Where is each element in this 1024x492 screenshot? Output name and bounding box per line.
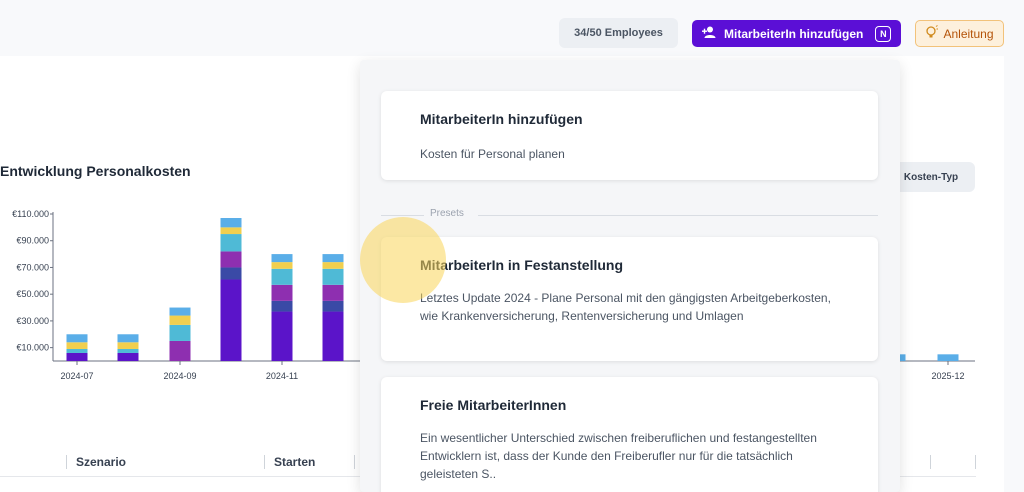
cost-type-button[interactable]: Kosten-Typ: [887, 162, 975, 192]
presets-divider: Presets: [381, 208, 878, 222]
add-user-icon: [702, 26, 716, 41]
column-separator: [264, 455, 265, 469]
bar-segment: [271, 254, 293, 263]
bar-segment: [220, 218, 242, 228]
bar-segment: [169, 307, 191, 316]
bar-segment: [271, 268, 293, 285]
bar-segment: [322, 311, 344, 361]
cursor-highlight: [360, 217, 446, 303]
bar-segment: [271, 262, 293, 269]
bar-segment: [66, 334, 88, 343]
column-separator: [354, 455, 355, 469]
option-description: Letztes Update 2024 - Plane Personal mit…: [420, 291, 831, 323]
option-add-employee[interactable]: MitarbeiterIn hinzufügen Kosten für Pers…: [381, 91, 878, 180]
divider-line: [478, 215, 878, 216]
x-tick-label: 2024-11: [266, 371, 298, 381]
bar-segment: [66, 342, 88, 349]
column-separator: [66, 455, 67, 469]
option-freelancer[interactable]: Freie MitarbeiterInnen Ein wesentlicher …: [381, 377, 878, 492]
bar-segment: [220, 267, 242, 280]
column-header-start[interactable]: Starten: [274, 455, 316, 469]
lightbulb-icon: [925, 25, 939, 42]
guide-button[interactable]: Anleitung: [915, 20, 1004, 47]
add-employee-button[interactable]: MitarbeiterIn hinzufügen N: [692, 20, 901, 47]
add-employee-label: MitarbeiterIn hinzufügen: [724, 26, 864, 41]
top-bar: 34/50 Employees MitarbeiterIn hinzufügen…: [0, 0, 1024, 56]
bar-segment: [322, 300, 344, 312]
bar-segment: [66, 348, 88, 353]
bar-segment: [322, 268, 344, 285]
option-title: MitarbeiterIn hinzufügen: [420, 111, 583, 127]
bar-segment: [66, 352, 88, 361]
column-header-scenario[interactable]: Szenario: [76, 455, 127, 469]
bar-segment: [169, 340, 191, 361]
bar-segment: [220, 251, 242, 268]
employee-count-badge[interactable]: 34/50 Employees: [559, 18, 678, 48]
bar-segment: [169, 324, 191, 341]
option-title: Freie MitarbeiterInnen: [420, 397, 567, 413]
y-tick-label: €30.000: [16, 316, 49, 326]
bar-segment: [169, 315, 191, 325]
divider-line: [381, 215, 424, 216]
bar-segment: [271, 300, 293, 312]
bar-segment: [271, 284, 293, 301]
bar-segment: [220, 234, 242, 252]
option-permanent-employee[interactable]: MitarbeiterIn in Festanstellung Letztes …: [381, 237, 878, 361]
x-tick-label: 2024-07: [60, 371, 93, 381]
option-description: Kosten für Personal planen: [420, 147, 565, 161]
shortcut-key: N: [875, 25, 892, 42]
bar-segment: [117, 334, 139, 343]
bar-segment: [322, 262, 344, 269]
bar-segment: [117, 348, 139, 353]
bar-segment: [117, 352, 139, 361]
bar-segment: [220, 279, 242, 361]
personnel-cost-chart: €10.000 €30.000 €50.000 €70.000 €90.000 €110.…: [12, 209, 975, 381]
y-tick-label: €10.000: [16, 343, 49, 353]
guide-label: Anleitung: [943, 26, 994, 41]
bar-segment: [322, 254, 344, 263]
add-employee-dropdown: MitarbeiterIn hinzufügen Kosten für Pers…: [360, 60, 900, 492]
y-tick-label: €70.000: [16, 262, 49, 272]
bar-segment: [937, 354, 959, 361]
bar-segment: [271, 311, 293, 361]
x-tick-label: 2025-12: [931, 371, 964, 381]
column-separator: [930, 455, 931, 469]
y-tick-label: €110.000: [12, 209, 49, 219]
x-tick-label: 2024-09: [163, 371, 196, 381]
y-tick-label: €90.000: [16, 236, 49, 246]
bar-segment: [322, 284, 344, 301]
bar-segment: [220, 227, 242, 235]
option-title: MitarbeiterIn in Festanstellung: [420, 257, 624, 273]
column-separator: [975, 455, 976, 469]
option-description: Ein wesentlicher Unterschied zwischen fr…: [420, 431, 817, 481]
y-tick-label: €50.000: [16, 289, 49, 299]
bar-segment: [117, 342, 139, 349]
chart-title: Entwicklung Personalkosten: [0, 163, 191, 179]
presets-label: Presets: [430, 208, 464, 219]
